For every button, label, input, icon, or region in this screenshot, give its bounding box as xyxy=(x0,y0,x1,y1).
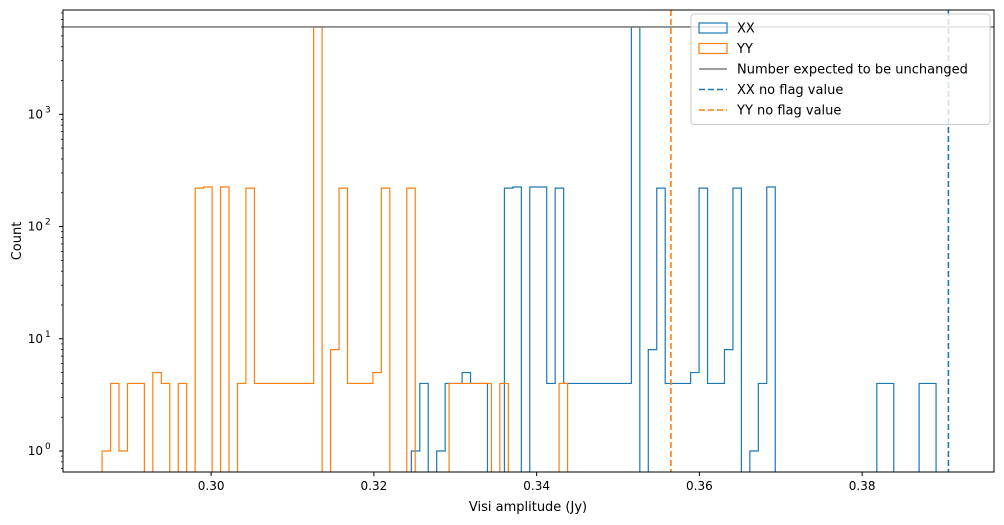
x-tick-label: 0.36 xyxy=(686,479,713,493)
legend-label: Number expected to be unchanged xyxy=(737,63,968,78)
x-axis: 0.30 0.32 0.34 0.36 0.38 xyxy=(198,472,876,493)
legend-item: YY xyxy=(698,42,753,57)
y-axis-label: Count xyxy=(10,222,25,261)
y-tick-base: 10 xyxy=(28,107,43,121)
legend-box xyxy=(690,13,991,125)
y-tick-exponent: 1 xyxy=(45,330,51,340)
legend-swatch xyxy=(698,22,728,34)
x-tick-label: 0.32 xyxy=(361,479,388,493)
y-tick-exponent: 0 xyxy=(45,442,51,452)
y-tick-exponent: 2 xyxy=(45,218,51,228)
series-xx xyxy=(410,26,937,472)
x-axis-label: Visi amplitude (Jy) xyxy=(469,500,587,515)
y-tick-label: 10 xyxy=(28,107,43,121)
legend-swatch xyxy=(698,42,728,55)
axes-frame xyxy=(62,9,995,473)
legend-label: YY no flag value xyxy=(736,104,841,119)
x-tick-label: 0.34 xyxy=(523,479,550,493)
series-xx-step xyxy=(410,26,937,472)
x-tick-label: 0.30 xyxy=(198,479,225,493)
legend-label: YY xyxy=(736,42,753,57)
legend: XX YY Number expected to be unchanged XX no… xyxy=(690,13,991,125)
y-tick-base: 10 xyxy=(28,444,43,458)
legend-item: XX no flag value xyxy=(699,83,843,98)
legend-item: XX xyxy=(698,22,755,37)
y-tick-label: 10 xyxy=(28,444,43,458)
x-tick-label: 0.38 xyxy=(849,479,876,493)
legend-item: YY no flag value xyxy=(699,104,841,119)
y-tick-label: 10 xyxy=(28,220,43,234)
legend-label: XX no flag value xyxy=(737,83,843,98)
legend-label: XX xyxy=(737,22,755,37)
y-tick-label: 10 xyxy=(28,332,43,346)
legend-item: Number expected to be unchanged xyxy=(699,63,968,78)
y-tick-base: 10 xyxy=(28,220,43,234)
y-tick-base: 10 xyxy=(28,332,43,346)
y-tick-exponent: 3 xyxy=(45,105,51,115)
